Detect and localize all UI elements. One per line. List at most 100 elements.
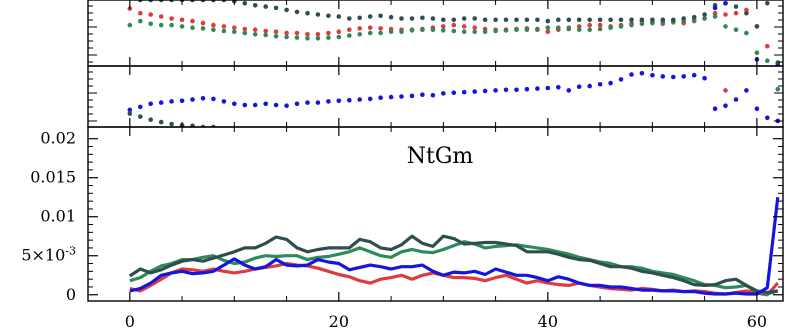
data-point xyxy=(556,17,561,23)
series-points-3 xyxy=(712,1,781,66)
data-point xyxy=(545,85,551,91)
data-point xyxy=(765,58,770,63)
y-tick-label: 0.02 xyxy=(40,129,76,148)
data-point xyxy=(587,83,592,89)
data-point xyxy=(576,27,582,32)
data-point xyxy=(326,35,331,40)
data-point xyxy=(587,27,592,32)
data-point xyxy=(514,27,519,32)
data-point xyxy=(608,25,613,31)
data-point xyxy=(765,43,770,49)
data-point xyxy=(702,16,707,21)
data-point xyxy=(388,14,394,20)
data-point xyxy=(576,84,582,89)
data-point xyxy=(294,101,300,107)
data-point xyxy=(336,29,342,34)
data-point xyxy=(263,101,269,107)
data-point xyxy=(399,29,404,34)
data-point xyxy=(556,25,561,31)
data-point xyxy=(514,17,519,23)
data-point xyxy=(221,28,227,34)
data-point xyxy=(242,102,248,108)
data-point xyxy=(336,34,342,40)
data-point xyxy=(357,15,363,21)
data-point xyxy=(284,103,289,108)
data-point xyxy=(451,90,457,96)
data-point xyxy=(326,99,331,104)
data-point xyxy=(420,27,425,32)
data-point xyxy=(221,99,227,104)
data-point xyxy=(420,92,425,97)
data-point xyxy=(409,28,415,33)
data-point xyxy=(315,36,321,41)
data-point xyxy=(200,20,206,26)
data-point xyxy=(535,26,540,32)
data-point xyxy=(597,17,603,23)
data-point xyxy=(733,10,739,16)
panel-frame-middle xyxy=(87,65,784,128)
data-point xyxy=(232,29,237,34)
panel-frame-top xyxy=(87,0,784,67)
data-point xyxy=(597,26,603,32)
data-point xyxy=(461,16,467,21)
data-point xyxy=(775,86,781,92)
data-point xyxy=(158,100,164,105)
data-point xyxy=(169,16,174,21)
data-point xyxy=(367,25,373,31)
data-point xyxy=(545,25,551,31)
data-point xyxy=(399,94,404,99)
data-point xyxy=(441,91,446,96)
data-point xyxy=(347,27,352,32)
data-point xyxy=(169,121,174,127)
data-point xyxy=(765,1,770,6)
data-point xyxy=(284,30,289,36)
data-point xyxy=(200,26,206,31)
data-point xyxy=(524,17,530,23)
data-point xyxy=(545,18,551,24)
data-point xyxy=(712,10,718,16)
data-point xyxy=(754,50,760,56)
data-point xyxy=(733,4,739,9)
data-point xyxy=(503,17,509,23)
data-point xyxy=(294,9,300,15)
data-point xyxy=(639,17,645,23)
data-point xyxy=(608,17,613,23)
data-point xyxy=(639,21,645,27)
data-point xyxy=(148,21,153,27)
data-point xyxy=(733,97,739,102)
data-point xyxy=(535,86,540,91)
data-point xyxy=(671,74,676,80)
data-point xyxy=(524,86,530,92)
data-point xyxy=(451,17,457,23)
data-point xyxy=(451,28,457,34)
data-point xyxy=(744,10,749,16)
data-point xyxy=(754,24,760,29)
y-tick-label: 0 xyxy=(66,285,76,304)
data-point xyxy=(723,24,728,29)
data-point xyxy=(190,18,195,24)
data-point xyxy=(576,24,582,29)
data-point xyxy=(461,89,467,95)
data-point xyxy=(273,34,279,39)
plot-area-top xyxy=(127,0,781,66)
data-point xyxy=(660,17,666,23)
data-point xyxy=(629,72,634,77)
data-point xyxy=(754,106,760,111)
data-point xyxy=(232,25,237,31)
data-point xyxy=(618,77,624,82)
data-point xyxy=(702,75,707,81)
data-point xyxy=(273,5,279,11)
data-point xyxy=(451,22,457,28)
data-point xyxy=(336,98,342,104)
data-point xyxy=(388,29,394,34)
data-point xyxy=(430,27,436,32)
data-point xyxy=(472,25,478,31)
data-point xyxy=(232,101,237,107)
data-point xyxy=(650,20,655,26)
data-point xyxy=(138,18,143,24)
data-point xyxy=(242,26,248,32)
data-point xyxy=(378,26,383,31)
panel-middle xyxy=(87,65,784,128)
data-point xyxy=(242,30,248,36)
series-line-2 xyxy=(128,234,779,294)
